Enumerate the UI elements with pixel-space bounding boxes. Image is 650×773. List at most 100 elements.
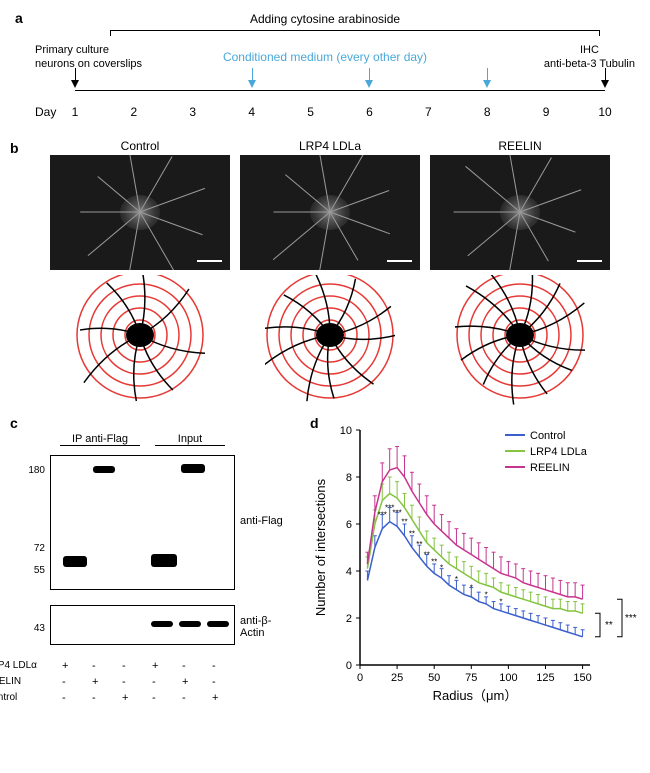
timeline-right-label: IHC anti-beta-3 Tubulin <box>544 43 635 72</box>
micrograph-label: Control <box>121 139 160 153</box>
day-label: 7 <box>425 105 432 119</box>
svg-text:75: 75 <box>465 672 477 684</box>
lane-symbol: - <box>92 692 96 704</box>
svg-text:125: 125 <box>536 672 554 684</box>
timeline-axis <box>75 90 605 91</box>
lane-symbol: - <box>182 692 186 704</box>
lane-symbol: + <box>152 660 158 672</box>
day-label: 5 <box>307 105 314 119</box>
row-label: LRP4 LDLα <box>0 660 50 671</box>
lane-symbol: + <box>182 676 188 688</box>
micrograph-label: LRP4 LDLa <box>299 139 361 153</box>
panel-a-label: a <box>15 10 23 26</box>
svg-text:2: 2 <box>346 613 352 625</box>
lane-symbol: + <box>122 692 128 704</box>
sholl-diagram <box>265 275 395 405</box>
svg-text:8: 8 <box>346 472 352 484</box>
sholl-chart: 02550751001251500246810Radius（μm）Number … <box>310 415 640 725</box>
panel-d-chart: d 02550751001251500246810Radius（μm）Numbe… <box>310 415 640 755</box>
lane-symbol: - <box>152 692 156 704</box>
row-label: Control <box>0 692 50 703</box>
timeline-middle-label: Conditioned medium (every other day) <box>223 50 427 64</box>
panel-b-label: b <box>10 140 19 156</box>
svg-text:**: ** <box>401 518 407 527</box>
lane-symbol: - <box>182 660 186 672</box>
svg-text:100: 100 <box>499 672 517 684</box>
band <box>151 554 177 567</box>
micrograph: Control <box>50 155 230 270</box>
lane-symbol: - <box>92 660 96 672</box>
lane-symbol: - <box>212 660 216 672</box>
day-label: 2 <box>131 105 138 119</box>
band <box>63 556 87 567</box>
day-label: 3 <box>189 105 196 119</box>
row-label: REELIN <box>0 676 50 687</box>
svg-text:*: * <box>499 598 502 607</box>
day-label: 8 <box>484 105 491 119</box>
band <box>181 464 205 473</box>
day-text: Day <box>35 105 56 119</box>
marker-label: 72 <box>20 543 45 554</box>
day-label: 6 <box>366 105 373 119</box>
band <box>207 621 229 627</box>
lane-symbol: + <box>92 676 98 688</box>
svg-text:*: * <box>440 563 443 572</box>
svg-text:Control: Control <box>530 430 565 442</box>
ip-header: IP anti-Flag <box>60 433 140 446</box>
micrograph: LRP4 LDLa <box>240 155 420 270</box>
lane-symbol: - <box>122 676 126 688</box>
timeline-top-label: Adding cytosine arabinoside <box>250 12 400 26</box>
timeline-left-label: Primary culture neurons on coverslips <box>35 43 142 72</box>
day-label: 1 <box>72 105 79 119</box>
panel-c-blot: c IP anti-Flag Input anti-Flag anti-β-Ac… <box>10 415 290 755</box>
lane-symbol: - <box>62 676 66 688</box>
svg-text:0: 0 <box>346 660 352 672</box>
flag-blot <box>50 455 235 590</box>
svg-text:Number of intersections: Number of intersections <box>313 478 328 616</box>
actin-blot <box>50 605 235 645</box>
svg-text:**: ** <box>424 551 430 560</box>
svg-text:**: ** <box>416 540 422 549</box>
svg-text:Radius（μm）: Radius（μm） <box>433 688 518 703</box>
svg-text:25: 25 <box>391 672 403 684</box>
marker-label: 43 <box>20 623 45 634</box>
lane-symbol: - <box>212 676 216 688</box>
svg-text:*: * <box>455 575 458 584</box>
svg-text:6: 6 <box>346 519 352 531</box>
sholl-diagram <box>455 275 585 405</box>
lane-symbol: + <box>62 660 68 672</box>
marker-label: 180 <box>20 465 45 476</box>
sholl-diagram <box>75 275 205 405</box>
svg-text:*: * <box>470 583 473 592</box>
svg-text:50: 50 <box>428 672 440 684</box>
day-label: 9 <box>543 105 550 119</box>
svg-text:4: 4 <box>346 566 352 578</box>
svg-text:*: * <box>485 591 488 600</box>
antibody2-label: anti-β-Actin <box>240 615 290 639</box>
day-label: 4 <box>248 105 255 119</box>
svg-text:**: ** <box>605 620 613 631</box>
micrograph: REELIN <box>430 155 610 270</box>
day-label: 10 <box>598 105 611 119</box>
svg-text:LRP4 LDLa: LRP4 LDLa <box>530 446 588 458</box>
panel-d-label: d <box>310 415 319 431</box>
lane-symbol: + <box>212 692 218 704</box>
band <box>93 466 115 473</box>
svg-text:0: 0 <box>357 672 363 684</box>
svg-text:**: ** <box>409 529 415 538</box>
lane-symbol: - <box>152 676 156 688</box>
timeline-top-bar <box>110 30 600 31</box>
panel-c-label: c <box>10 415 18 431</box>
svg-text:REELIN: REELIN <box>530 462 570 474</box>
panel-b-images: b ControlLRP4 LDLaREELIN <box>10 150 630 390</box>
panel-a-timeline: a Adding cytosine arabinoside Primary cu… <box>15 10 635 140</box>
marker-label: 55 <box>20 565 45 576</box>
lane-symbol: - <box>62 692 66 704</box>
svg-text:***: *** <box>625 613 637 624</box>
lane-symbol: - <box>122 660 126 672</box>
antibody1-label: anti-Flag <box>240 515 283 527</box>
band <box>179 621 201 627</box>
band <box>151 621 173 627</box>
svg-text:10: 10 <box>340 425 352 437</box>
micrograph-label: REELIN <box>498 139 541 153</box>
